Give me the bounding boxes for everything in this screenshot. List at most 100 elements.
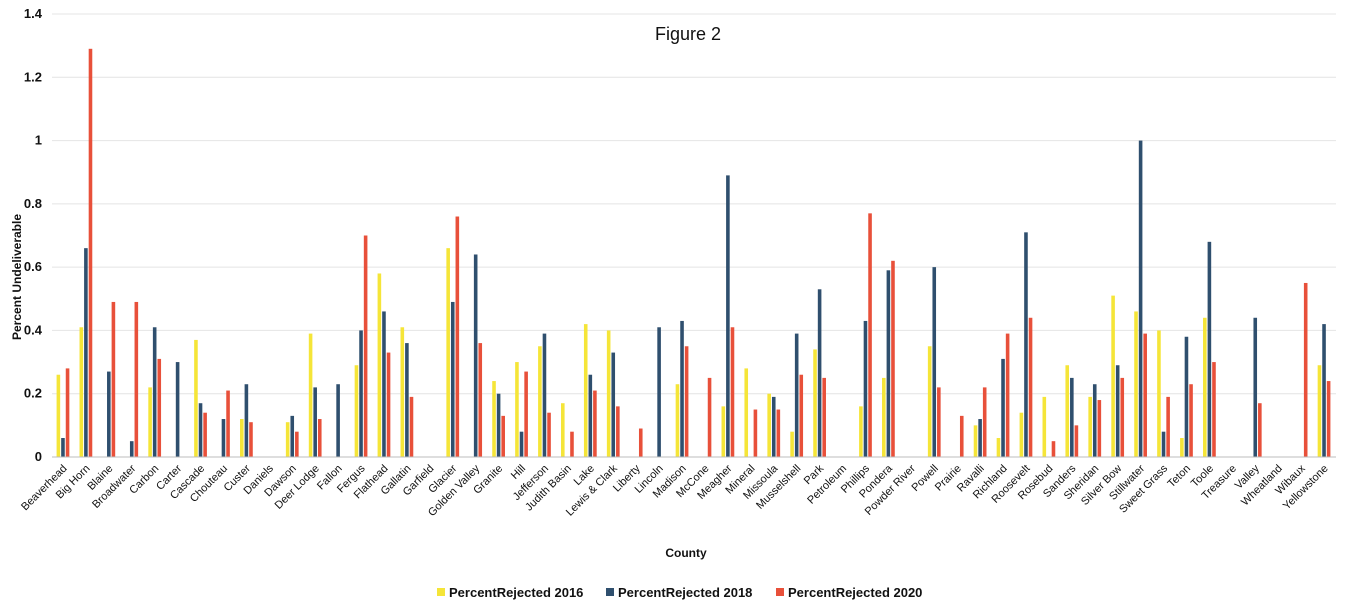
bar [1042, 396, 1047, 457]
bar [203, 412, 207, 457]
bar [285, 422, 290, 457]
bar [776, 409, 781, 457]
bar [1074, 425, 1079, 457]
bar [1317, 365, 1322, 457]
gridlines [52, 13, 1336, 458]
bar [959, 415, 964, 457]
bar [726, 175, 730, 457]
bar [1303, 282, 1308, 457]
bar [611, 352, 616, 457]
x-tick-label: Teton [1166, 463, 1194, 491]
bar [1207, 241, 1212, 457]
bar [638, 428, 643, 457]
bar [593, 390, 597, 457]
bar [295, 431, 299, 457]
bar [932, 267, 937, 457]
legend-swatch [606, 588, 614, 596]
bar [616, 406, 620, 457]
legend-item-label: PercentRejected 2016 [449, 585, 583, 600]
bar [744, 368, 749, 457]
bar [473, 254, 478, 457]
bar [542, 333, 547, 457]
bar [198, 403, 203, 457]
bar [175, 362, 180, 457]
bar [978, 419, 982, 457]
bar [240, 419, 244, 457]
bar [148, 387, 152, 457]
bar [313, 387, 317, 457]
bar [386, 352, 391, 457]
y-tick-label: 0.8 [24, 196, 42, 211]
bar [455, 216, 460, 457]
bar [1097, 400, 1102, 457]
bar [65, 368, 70, 457]
bar [868, 213, 872, 457]
bar [684, 346, 689, 457]
bar [1180, 438, 1184, 457]
bar [1212, 362, 1216, 457]
bar [1028, 317, 1033, 457]
bar [982, 387, 987, 457]
bar [377, 273, 382, 457]
bar [308, 333, 313, 457]
bar [882, 377, 886, 457]
bar [79, 327, 84, 457]
bar [244, 384, 249, 457]
bar [1157, 330, 1161, 457]
bar [1322, 324, 1326, 457]
legend-item-label: PercentRejected 2018 [618, 585, 752, 600]
bar [606, 330, 611, 457]
bar [771, 396, 776, 457]
bar [588, 374, 593, 457]
bar [249, 422, 253, 457]
bar [1115, 365, 1120, 457]
bar [446, 248, 450, 457]
bar [1070, 377, 1074, 457]
y-tick-label: 1 [35, 133, 42, 148]
bar [822, 377, 826, 457]
bar [84, 248, 88, 457]
y-axis-ticks: 0 0.2 0.4 0.6 0.8 1 1.2 1.4 [24, 6, 43, 464]
y-tick-label: 0.2 [24, 386, 42, 401]
bar [1001, 358, 1005, 457]
bar [1019, 412, 1024, 457]
bar [359, 330, 363, 457]
bar [450, 301, 455, 457]
bar [492, 381, 496, 457]
bar [317, 419, 322, 457]
bar [1143, 333, 1147, 457]
bar [524, 371, 528, 457]
bar [859, 406, 863, 457]
bar [221, 419, 226, 457]
bar [1088, 396, 1092, 457]
bar [1189, 384, 1193, 457]
y-tick-label: 0.6 [24, 259, 42, 274]
bar [61, 438, 65, 457]
bar [767, 393, 771, 457]
bar [1166, 396, 1170, 457]
bar [570, 431, 574, 457]
bar [152, 327, 157, 457]
bar [515, 362, 519, 457]
bar [886, 270, 891, 457]
bar [753, 409, 758, 457]
bar [129, 441, 134, 457]
bar [107, 371, 111, 457]
legend-swatch [776, 588, 784, 596]
bar [400, 327, 405, 457]
y-tick-label: 0.4 [24, 322, 43, 337]
bar [382, 311, 386, 457]
bar [730, 327, 735, 457]
bar [226, 390, 230, 457]
bar [996, 438, 1001, 457]
bar [1326, 381, 1331, 457]
bar [1024, 232, 1028, 457]
bar [1120, 377, 1125, 457]
legend-swatch [437, 588, 445, 596]
bar [794, 333, 799, 457]
y-axis-label: Percent Undeliverable [10, 214, 24, 340]
bar [680, 320, 684, 457]
bar [937, 387, 941, 457]
bar [1161, 431, 1166, 457]
